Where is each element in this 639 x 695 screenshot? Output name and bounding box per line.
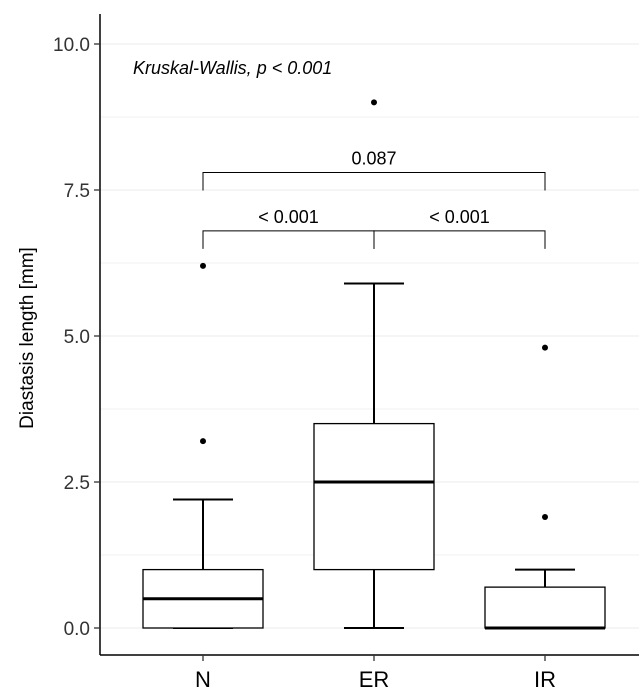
comparison-n-er: < 0.001	[202, 207, 375, 249]
bracket-line	[202, 171, 546, 191]
outlier-point	[542, 344, 548, 351]
x-tick-label: IR	[534, 667, 556, 692]
x-tick-label: N	[195, 667, 211, 692]
y-tick-label: 7.5	[64, 181, 90, 202]
p-value-label: < 0.001	[429, 207, 490, 227]
y-tick-label: 5.0	[64, 327, 90, 348]
p-value-label: 0.087	[351, 148, 396, 168]
outlier-point	[542, 514, 548, 521]
y-tick-label: 0.0	[64, 619, 90, 640]
y-axis-label: Diastasis length [mm]	[17, 247, 38, 429]
comparison-n-ir: 0.087	[202, 148, 546, 191]
outlier-point	[200, 262, 206, 269]
y-tick-label: 2.5	[64, 473, 90, 494]
outlier-point	[200, 438, 206, 445]
axes: 0.0 2.5 5.0 7.5 10.0 N ER IR	[53, 14, 639, 692]
bracket-line	[373, 230, 546, 249]
box-ir	[484, 344, 606, 630]
x-tick-label: ER	[359, 667, 390, 692]
annotation-text: Kruskal-Wallis, p < 0.001	[133, 58, 332, 78]
bracket-line	[202, 230, 375, 249]
iqr-box	[313, 422, 435, 571]
comparison-brackets: < 0.001 < 0.001 0.087	[202, 148, 546, 249]
p-value-label: < 0.001	[258, 207, 319, 227]
iqr-box	[484, 586, 606, 629]
box-er	[313, 99, 435, 629]
outlier-point	[371, 99, 377, 106]
comparison-er-ir: < 0.001	[373, 207, 546, 249]
box-n	[142, 262, 264, 629]
box-series	[142, 99, 606, 630]
y-tick-label: 10.0	[53, 35, 90, 56]
